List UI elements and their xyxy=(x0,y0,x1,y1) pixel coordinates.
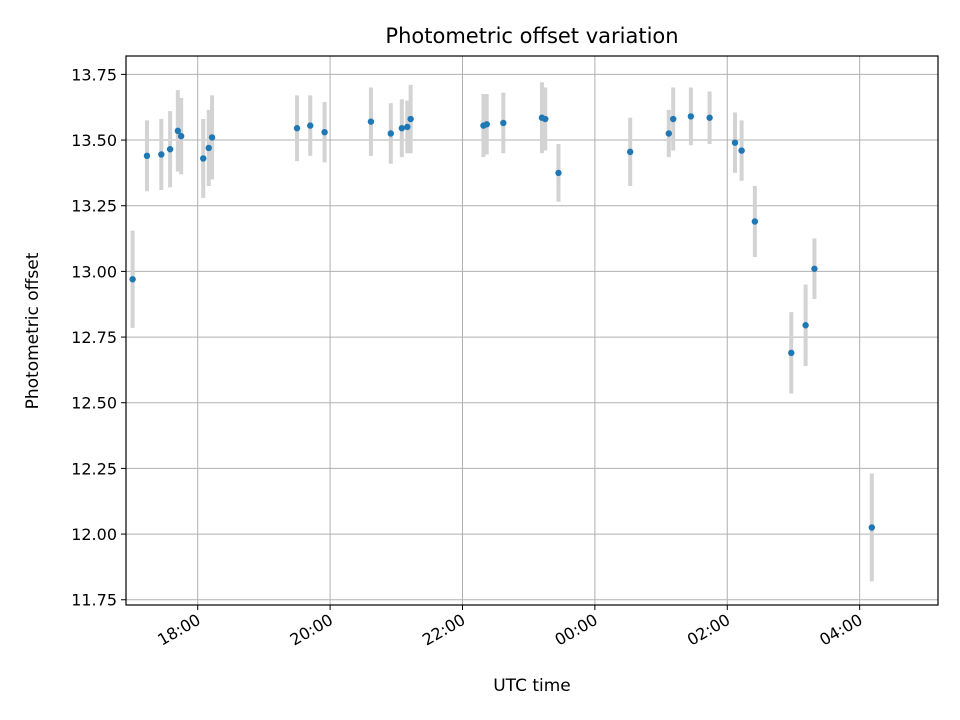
data-point xyxy=(670,115,677,123)
data-point xyxy=(398,125,406,132)
y-axis-label: Photometric offset xyxy=(23,252,43,409)
data-point xyxy=(626,148,634,156)
y-tick-label: 12.00 xyxy=(71,525,117,544)
data-point xyxy=(387,130,394,137)
data-point xyxy=(731,139,739,146)
data-point xyxy=(665,130,673,137)
data-point xyxy=(407,115,414,123)
y-tick-label: 12.25 xyxy=(71,459,117,478)
plot-frame xyxy=(125,55,939,606)
data-point xyxy=(404,123,411,131)
data-point xyxy=(738,147,745,154)
data-point xyxy=(500,119,507,127)
data-points xyxy=(129,113,876,531)
y-tick-label: 13.00 xyxy=(71,262,117,281)
data-point xyxy=(542,115,549,123)
y-tick-label: 13.50 xyxy=(71,131,117,150)
chart-title: Photometric offset variation xyxy=(385,24,678,48)
data-point xyxy=(205,144,212,152)
y-tick-label: 12.75 xyxy=(71,328,117,347)
data-point xyxy=(177,132,185,140)
data-point xyxy=(307,122,314,129)
data-point xyxy=(321,128,328,136)
data-point xyxy=(868,524,876,531)
data-point xyxy=(143,152,151,160)
data-point xyxy=(166,146,174,153)
data-point xyxy=(751,218,759,225)
grid xyxy=(126,56,938,605)
data-point xyxy=(293,125,301,132)
data-point xyxy=(811,265,818,272)
data-point xyxy=(129,276,136,283)
data-point xyxy=(802,322,809,329)
data-point xyxy=(200,155,207,162)
y-tick-label: 13.75 xyxy=(71,65,117,84)
y-tick-label: 12.50 xyxy=(71,394,117,413)
data-point xyxy=(367,118,375,125)
x-axis-label: UTC time xyxy=(493,676,571,696)
data-point xyxy=(208,134,216,141)
y-tick-label: 13.25 xyxy=(71,197,117,216)
data-point xyxy=(555,169,562,177)
data-point xyxy=(706,114,713,121)
data-point xyxy=(174,127,182,135)
data-point xyxy=(158,151,165,158)
data-point xyxy=(788,349,795,357)
y-tick-label: 11.75 xyxy=(71,591,117,610)
y-axis: 11.75 12.00 12.25 12.50 12.75 13.00 13.25 13.50… xyxy=(71,65,126,610)
data-point xyxy=(483,121,490,128)
data-point xyxy=(687,113,695,120)
